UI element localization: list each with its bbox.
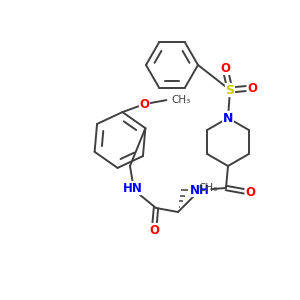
Text: N: N <box>223 112 233 124</box>
Text: O: O <box>247 82 257 94</box>
Text: O: O <box>245 185 255 199</box>
Text: O: O <box>220 61 230 74</box>
Text: HN: HN <box>123 182 143 194</box>
Text: NH: NH <box>190 184 210 196</box>
Text: CH₃: CH₃ <box>198 183 217 193</box>
Text: O: O <box>140 98 149 111</box>
Text: CH₃: CH₃ <box>171 95 191 105</box>
Text: N: N <box>223 112 233 124</box>
Text: S: S <box>226 83 235 97</box>
Text: O: O <box>149 224 159 236</box>
